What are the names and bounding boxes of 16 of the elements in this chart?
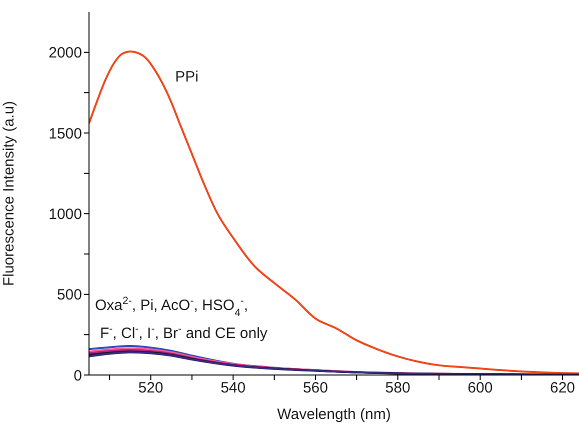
y-tick-label: 500: [56, 286, 82, 304]
y-tick-label: 1500: [48, 125, 82, 142]
x-tick-label: 620: [550, 380, 576, 397]
x-tick-label: 540: [220, 380, 246, 397]
x-tick-label: 560: [302, 380, 328, 397]
annotation: Oxa$^{2-}$, Pi, AcO$^{-}$, HSO$_{4}$$^{-}$,: [95, 295, 248, 319]
y-tick-label: 2000: [48, 44, 82, 62]
x-tick-label: 600: [468, 380, 493, 397]
x-axis-title: Wavelength (nm): [277, 406, 391, 423]
x-tick-label: 520: [138, 380, 164, 397]
x-tick-label: 580: [385, 380, 410, 397]
text: F$^{-}$, Cl$^{-}$, I$^{-}$, Br$^{-}$ and CE only: [100, 323, 268, 342]
series-label: PPi: [175, 68, 199, 86]
y-tick-label: 1000: [48, 206, 82, 223]
y-tick-label: 0: [74, 367, 82, 384]
y-axis-title: Fluorescence Intensity (a.u): [0, 100, 18, 286]
